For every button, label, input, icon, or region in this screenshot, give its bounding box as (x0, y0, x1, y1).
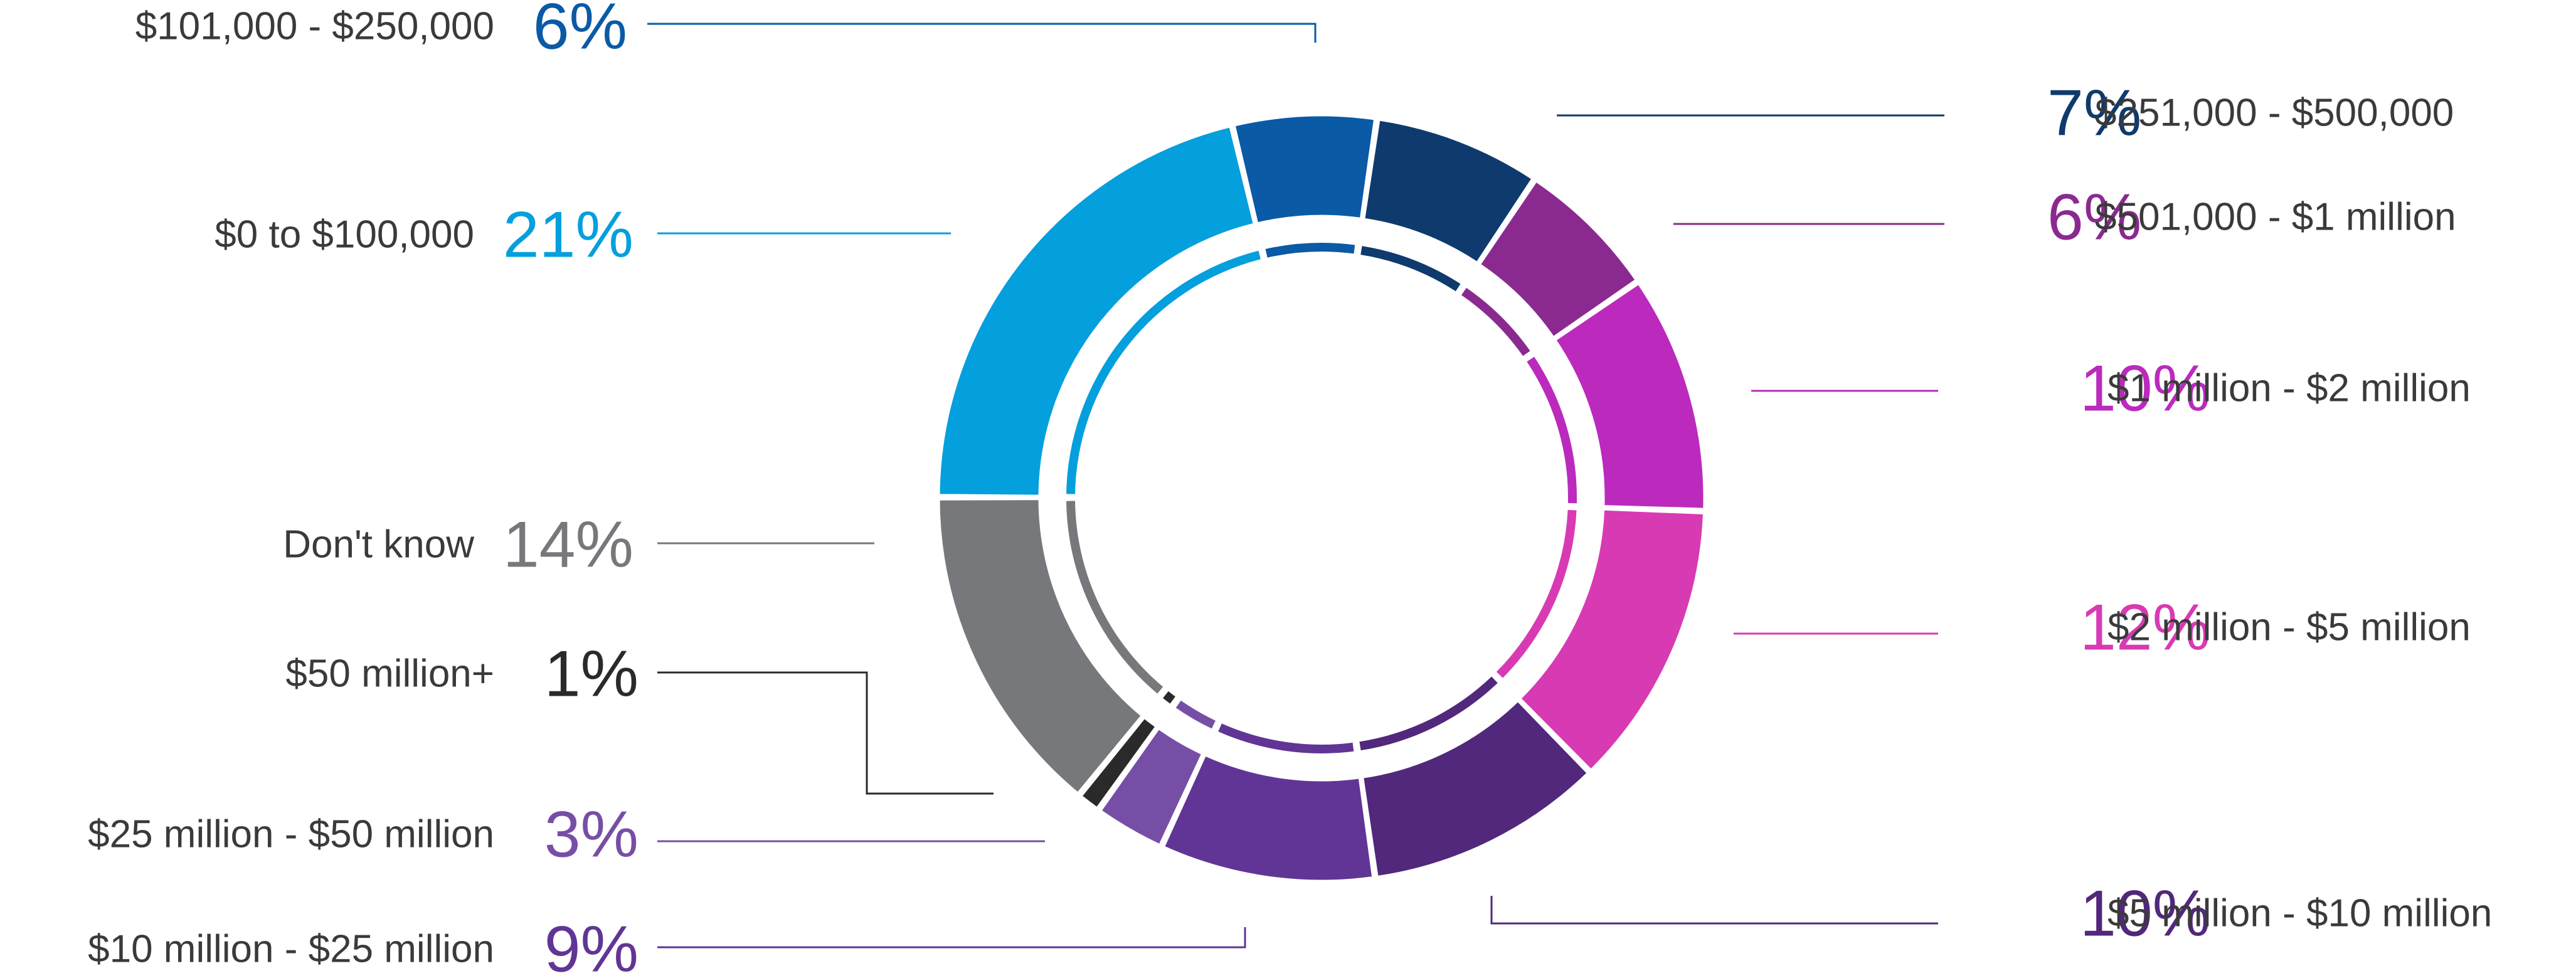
slice-501-000-1-million (1478, 179, 1638, 339)
leader-line-10-million-25-million (657, 927, 1246, 949)
slice-10-million-25-million (1162, 754, 1374, 882)
pct-label-101-000-250-000: 6% (533, 0, 627, 63)
pct-label-251-000-500-000: 7% (2047, 77, 2141, 149)
pct-label-2-million-5-million: 12% (2080, 591, 2210, 664)
inner-ring-0-to-100-000 (1066, 250, 1261, 494)
pct-label-501-000-1-million: 6% (2047, 181, 2141, 253)
slice-25-million-50-million (1099, 727, 1204, 846)
category-label-101-000-250-000: $101,000 - $250,000 (135, 4, 494, 48)
pct-label-50-million: 1% (544, 637, 639, 710)
category-label-don-t-know: Don't know (283, 523, 474, 566)
pct-label-5-million-10-million: 10% (2080, 877, 2210, 950)
inner-ring-2-million-5-million (1496, 509, 1577, 678)
slice-0-to-100-000 (938, 125, 1256, 497)
inner-ring-25-million-50-million (1175, 700, 1216, 729)
pct-label-25-million-50-million: 3% (544, 798, 639, 871)
category-label-0-to-100-000: $0 to $100,000 (215, 213, 474, 256)
category-label-2-million-5-million: $2 million - $5 million (2107, 605, 2471, 649)
pct-label-0-to-100-000: 21% (503, 198, 633, 271)
category-label-50-million: $50 million+ (285, 652, 494, 695)
inner-ring-don-t-know (1066, 501, 1163, 694)
inner-ring-501-000-1-million (1461, 287, 1530, 356)
inner-ring-101-000-250-000 (1265, 242, 1355, 258)
slice-50-million (1080, 716, 1157, 809)
slice-5-million-10-million (1361, 699, 1589, 878)
category-label-501-000-1-million: $501,000 - $1 million (2095, 195, 2456, 238)
slice-101-000-250-000 (1233, 114, 1376, 225)
category-label-10-million-25-million: $10 million - $25 million (88, 927, 494, 970)
inner-ring-251-000-500-000 (1360, 246, 1461, 292)
category-label-1-million-2-million: $1 million - $2 million (2107, 366, 2471, 410)
slice-1-million-2-million (1554, 282, 1705, 510)
category-label-5-million-10-million: $5 million - $10 million (2107, 891, 2492, 935)
pct-label-1-million-2-million: 10% (2080, 352, 2210, 425)
slice-don-t-know (938, 498, 1143, 795)
slice-2-million-5-million (1519, 508, 1705, 772)
leader-line-101-000-250-000 (647, 23, 1317, 43)
pct-label-don-t-know: 14% (503, 508, 633, 581)
leader-line-50-million (657, 671, 994, 795)
inner-ring-50-million (1163, 691, 1175, 704)
pct-label-10-million-25-million: 9% (544, 913, 639, 975)
slice-251-000-500-000 (1363, 119, 1534, 264)
inner-ring-1-million-2-million (1527, 356, 1577, 504)
inner-ring-10-million-25-million (1218, 723, 1354, 754)
category-label-25-million-50-million: $25 million - $50 million (88, 812, 494, 856)
leader-line-5-million-10-million (1490, 896, 1938, 925)
category-label-251-000-500-000: $251,000 - $500,000 (2095, 91, 2454, 134)
inner-ring-5-million-10-million (1359, 676, 1498, 751)
